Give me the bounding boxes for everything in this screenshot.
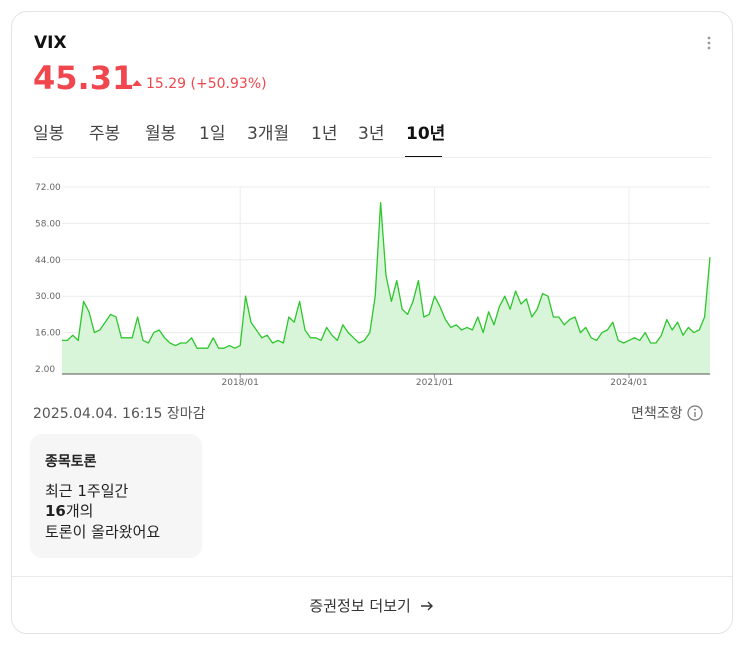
discussion-title: 종목토론 (45, 454, 97, 470)
up-arrow (132, 80, 142, 86)
x-tick-label: 2021/01 (416, 378, 453, 388)
chart: 2.00 16.00 30.00 44.00 58.00 72.00 2018/01 2021… (35, 183, 711, 388)
info-icon (687, 405, 703, 421)
symbol: VIX (34, 33, 67, 53)
discussion-card[interactable]: 종목토론 최근 1주일간 16개의 토론이 올라왔어요 (30, 434, 202, 558)
arrow-icon (420, 601, 433, 611)
y-tick-label: 58.00 (35, 219, 61, 229)
disclaimer-text: 면책조항 (631, 406, 683, 422)
disclaimer[interactable]: 면책조항 (631, 403, 703, 423)
price: 45.31 (33, 59, 135, 97)
period-tab[interactable]: 월봉 (145, 124, 177, 144)
x-tick-label: 2018/01 (222, 378, 259, 388)
period-tab[interactable]: 3개월 (247, 124, 290, 144)
change: 15.29 (+50.93%) (146, 76, 267, 92)
stock-card (11, 11, 733, 634)
change-value: 15.29 (146, 76, 187, 92)
more-link[interactable]: 증권정보 더보기 (0, 595, 743, 616)
timestamp: 2025.04.04. 16:15 장마감 (33, 406, 206, 422)
period-tab[interactable]: 일봉 (33, 124, 65, 144)
line (62, 201, 711, 349)
y-tick-label: 44.00 (35, 256, 61, 266)
period-tab[interactable]: 3년 (358, 124, 385, 144)
divider (33, 157, 711, 158)
more-menu[interactable] (703, 35, 715, 51)
discussion-line: 16개의 (45, 500, 93, 521)
period-tab[interactable]: 주봉 (89, 124, 121, 144)
discussion-count-suffix: 개의 (65, 502, 94, 520)
discussion-line: 최근 1주일간 (45, 482, 129, 500)
discussion-line: 토론이 올라왔어요 (45, 523, 161, 541)
x-tick-label: 2024/01 (610, 378, 647, 388)
divider (12, 576, 732, 577)
y-tick-label: 72.00 (35, 183, 61, 193)
area-fill (62, 202, 710, 374)
period-tab[interactable]: 10년 (406, 124, 446, 144)
more-link-text: 증권정보 더보기 (309, 597, 411, 615)
change-percent: (+50.93%) (190, 76, 267, 92)
y-tick-label: 16.00 (35, 329, 61, 339)
y-tick-label: 30.00 (35, 292, 61, 302)
discussion-count: 16 (45, 502, 66, 520)
y-tick-label: 2.00 (35, 365, 55, 375)
period-tab[interactable]: 1일 (199, 124, 226, 144)
period-tab[interactable]: 1년 (311, 124, 338, 144)
